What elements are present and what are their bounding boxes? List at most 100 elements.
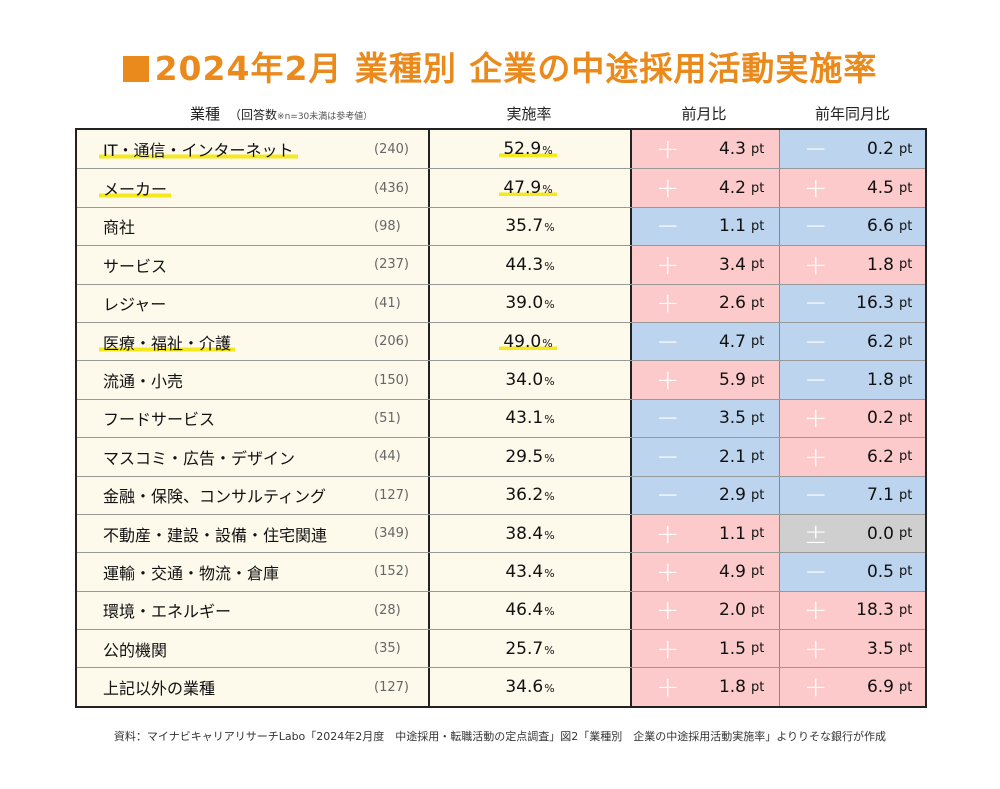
rate-value-wrap: 47.9%: [499, 178, 557, 199]
header-count-note: ※n=30未満は参考値）: [277, 112, 373, 122]
mom-value: 5.9: [718, 370, 746, 391]
rate-value-wrap: 52.9%: [499, 139, 557, 160]
response-count: (152): [374, 564, 409, 580]
industry-name: 流通・小売: [103, 372, 184, 392]
mom-cell: − 1.1 pt: [632, 207, 780, 246]
industry-cell: 商社 (98): [77, 207, 430, 246]
rate-value-wrap: 38.4%: [505, 524, 554, 544]
pt-unit: pt: [751, 449, 765, 465]
rate-value: 39.0: [505, 293, 544, 314]
industry-name: 金融・保険、コンサルティング: [103, 487, 327, 507]
pt-unit: pt: [751, 218, 765, 234]
sign-icon: +: [656, 363, 680, 397]
rate-value: 52.9: [503, 139, 542, 160]
mom-cell: +2.6 pt: [632, 284, 780, 322]
rate-value: 46.4: [505, 600, 544, 621]
industry-cell: 金融・保険、コンサルティング (127): [77, 476, 430, 514]
pt-unit: pt: [899, 487, 913, 503]
pt-unit: pt: [899, 257, 913, 273]
table-row: メーカー (436) 47.9% +4.2 pt +4.5 pt: [77, 168, 925, 207]
industry-cell: 環境・エネルギー (28): [77, 591, 430, 630]
percent-unit: %: [542, 336, 553, 350]
rate-value: 49.0: [503, 331, 542, 352]
rate-value-wrap: 29.5%: [505, 447, 554, 467]
pt-unit: pt: [751, 372, 765, 388]
percent-unit: %: [544, 605, 555, 619]
rate-cell: 34.0%: [430, 361, 632, 399]
industry-name: 環境・エネルギー: [103, 602, 232, 622]
mom-value: 4.9: [718, 561, 746, 582]
rate-cell: 47.9%: [430, 169, 632, 207]
mom-cell: − 2.9 pt: [632, 476, 780, 514]
sign-icon: +: [656, 286, 680, 320]
industry-table: IT・通信・インターネット (240) 52.9% +4.3 pt − 0.2 pt メーカー (…: [75, 128, 927, 708]
header-mom: 前月比: [681, 105, 727, 123]
yoy-cell: +1.8 pt: [780, 246, 925, 284]
yoy-cell: − 16.3 pt: [780, 284, 925, 322]
mom-value: 1.1: [718, 523, 746, 544]
rate-value-wrap: 49.0%: [499, 331, 557, 352]
rate-value-wrap: 25.7%: [505, 639, 554, 659]
sign-icon: +: [656, 132, 680, 166]
yoy-cell: − 0.2 pt: [780, 130, 925, 169]
yoy-value: 18.3: [856, 600, 894, 621]
response-count: (349): [374, 526, 409, 542]
sign-icon: +: [804, 401, 828, 435]
header-industry-label: 業種: [190, 105, 221, 123]
mom-cell: +4.9 pt: [632, 553, 780, 591]
pt-unit: pt: [751, 564, 765, 580]
industry-cell: レジャー (41): [77, 284, 430, 322]
industry-name: サービス: [103, 256, 168, 276]
pt-unit: pt: [751, 410, 765, 426]
response-count: (35): [374, 641, 401, 657]
sign-icon: +: [804, 247, 828, 281]
rate-cell: 34.6%: [430, 668, 632, 706]
sign-icon: −: [656, 401, 680, 435]
rate-value-wrap: 36.2%: [505, 485, 554, 505]
response-count: (150): [374, 372, 409, 388]
percent-unit: %: [544, 528, 555, 542]
pt-unit: pt: [751, 180, 765, 196]
mom-value: 2.1: [718, 446, 746, 467]
rate-value: 43.1: [505, 408, 544, 429]
yoy-value: 7.1: [866, 485, 894, 506]
pt-unit: pt: [899, 334, 913, 350]
yoy-cell: +3.5 pt: [780, 630, 925, 668]
rate-value: 47.9: [503, 178, 542, 199]
percent-unit: %: [542, 144, 553, 158]
response-count: (98): [374, 218, 401, 234]
response-count: (127): [374, 487, 409, 503]
rate-value-wrap: 34.6%: [505, 677, 554, 697]
rate-cell: 52.9%: [430, 130, 632, 169]
industry-name: 運輸・交通・物流・倉庫: [103, 563, 280, 583]
response-count: (206): [374, 334, 409, 350]
sign-icon: ±: [804, 516, 828, 550]
rate-value-wrap: 43.1%: [505, 408, 554, 428]
mom-cell: − 2.1 pt: [632, 438, 780, 476]
pt-unit: pt: [751, 257, 765, 273]
mom-value: 2.0: [718, 600, 746, 621]
pt-unit: pt: [751, 295, 765, 311]
sign-icon: −: [656, 478, 680, 512]
rate-value-wrap: 39.0%: [505, 293, 554, 313]
sign-icon: −: [804, 363, 828, 397]
rate-cell: 39.0%: [430, 284, 632, 322]
rate-cell: 44.3%: [430, 246, 632, 284]
mom-value: 2.9: [718, 485, 746, 506]
table-row: IT・通信・インターネット (240) 52.9% +4.3 pt − 0.2 pt: [77, 130, 925, 169]
pt-unit: pt: [899, 641, 913, 657]
rate-cell: 49.0%: [430, 322, 632, 361]
industry-cell: 医療・福祉・介護 (206): [77, 322, 430, 361]
percent-unit: %: [544, 682, 555, 696]
title-text: 2024年2月 業種別 企業の中途採用活動実施率: [154, 49, 878, 88]
mom-cell: +1.8 pt: [632, 668, 780, 706]
sign-icon: +: [656, 593, 680, 627]
mom-value: 4.2: [718, 178, 746, 199]
table-row: 医療・福祉・介護 (206) 49.0% − 4.7 pt − 6.2 pt: [77, 321, 925, 361]
rate-cell: 25.7%: [430, 630, 632, 668]
sign-icon: −: [656, 439, 680, 473]
pt-unit: pt: [899, 564, 913, 580]
industry-cell: IT・通信・インターネット (240): [77, 130, 430, 169]
sign-icon: −: [804, 209, 828, 243]
pt-unit: pt: [751, 141, 765, 157]
